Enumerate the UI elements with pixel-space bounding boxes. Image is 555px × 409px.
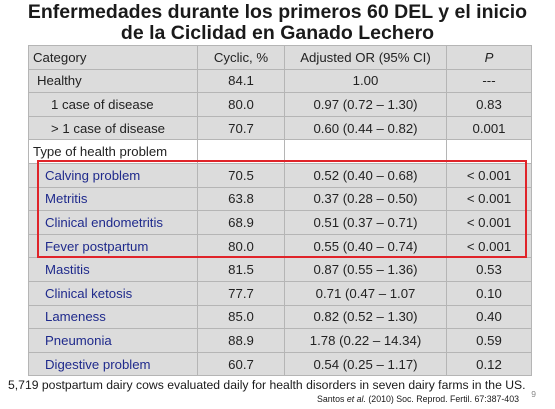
cell-cyclic: 88.9 — [197, 328, 285, 353]
problem-row: Pneumonia 88.9 1.78 (0.22 – 14.34) 0.59 — [28, 328, 532, 353]
cell-category: Metritis — [28, 186, 198, 212]
section-empty-cell — [197, 139, 285, 164]
cell-cyclic: 70.7 — [197, 115, 285, 141]
cell-category: Mastitis — [28, 257, 198, 282]
problem-row: Metritis 63.8 0.37 (0.28 – 0.50) < 0.001 — [28, 186, 532, 212]
summary-row: 1 case of disease 80.0 0.97 (0.72 – 1.30) 0… — [28, 92, 532, 117]
section-empty-cell — [446, 139, 532, 164]
cell-adjusted-or: 0.52 (0.40 – 0.68) — [284, 162, 447, 188]
cell-cyclic: 68.9 — [197, 210, 285, 235]
cell-p-value: 0.53 — [446, 257, 532, 282]
cell-category: 1 case of disease — [28, 92, 198, 117]
cell-category: Calving problem — [28, 162, 198, 188]
cell-category: Lameness — [28, 304, 198, 330]
cell-adjusted-or: 0.37 (0.28 – 0.50) — [284, 186, 447, 212]
footnote: 5,719 postpartum dairy cows evaluated da… — [8, 378, 526, 392]
header-adjusted-or: Adjusted OR (95% CI) — [284, 45, 447, 70]
page-number: 9 — [531, 389, 536, 399]
section-label: Type of health problem — [28, 139, 198, 164]
cell-category: Digestive problem — [28, 351, 198, 377]
problem-row: Clinical ketosis 77.7 0.71 (0.47 – 1.07 0.1… — [28, 280, 532, 306]
citation-author: Santos — [317, 394, 347, 404]
title-line-2: de la Ciclidad en Ganado Lechero — [120, 22, 435, 44]
cell-p-value: 0.83 — [446, 92, 532, 117]
problem-row: Fever postpartum 80.0 0.55 (0.40 – 0.74) < … — [28, 233, 532, 259]
title-line-1: Enfermedades durante los primeros 60 DEL… — [27, 1, 528, 23]
cell-adjusted-or: 0.51 (0.37 – 0.71) — [284, 210, 447, 235]
header-p-value: P — [446, 45, 532, 70]
cell-p-value: < 0.001 — [446, 162, 532, 188]
cell-category: Clinical endometritis — [28, 210, 198, 235]
cell-adjusted-or: 0.87 (0.55 – 1.36) — [284, 257, 447, 282]
citation: Santos et al. (2010) Soc. Reprod. Fertil… — [317, 394, 519, 404]
cell-p-value: 0.001 — [446, 115, 532, 141]
cell-cyclic: 84.1 — [197, 68, 285, 94]
cell-adjusted-or: 0.55 (0.40 – 0.74) — [284, 233, 447, 259]
cell-p-value: 0.59 — [446, 328, 532, 353]
cell-p-value: < 0.001 — [446, 186, 532, 212]
cell-adjusted-or: 0.54 (0.25 – 1.17) — [284, 351, 447, 377]
cell-cyclic: 85.0 — [197, 304, 285, 330]
cell-p-value: --- — [446, 68, 532, 94]
cell-adjusted-or: 0.60 (0.44 – 0.82) — [284, 115, 447, 141]
cell-category: Pneumonia — [28, 328, 198, 353]
problem-row: Calving problem 70.5 0.52 (0.40 – 0.68) < 0… — [28, 162, 532, 188]
table-header-row: Category Cyclic, % Adjusted OR (95% CI) … — [28, 45, 532, 70]
problem-row: Digestive problem 60.7 0.54 (0.25 – 1.17) 0… — [28, 351, 532, 377]
problem-row: Lameness 85.0 0.82 (0.52 – 1.30) 0.40 — [28, 304, 532, 330]
cell-p-value: < 0.001 — [446, 210, 532, 235]
cell-adjusted-or: 0.82 (0.52 – 1.30) — [284, 304, 447, 330]
citation-etal: et al. — [346, 394, 366, 404]
summary-row: > 1 case of disease 70.7 0.60 (0.44 – 0.82… — [28, 115, 532, 141]
cell-cyclic: 80.0 — [197, 92, 285, 117]
cell-cyclic: 70.5 — [197, 162, 285, 188]
summary-row: Healthy 84.1 1.00 --- — [28, 68, 532, 94]
cell-cyclic: 63.8 — [197, 186, 285, 212]
cell-cyclic: 81.5 — [197, 257, 285, 282]
problem-row: Mastitis 81.5 0.87 (0.55 – 1.36) 0.53 — [28, 257, 532, 282]
header-cyclic: Cyclic, % — [197, 45, 285, 70]
slide-title: Enfermedades durante los primeros 60 DEL… — [0, 2, 555, 44]
cell-adjusted-or: 1.78 (0.22 – 14.34) — [284, 328, 447, 353]
cell-adjusted-or: 0.97 (0.72 – 1.30) — [284, 92, 447, 117]
section-empty-cell — [284, 139, 447, 164]
cell-p-value: < 0.001 — [446, 233, 532, 259]
cell-category: Healthy — [28, 68, 198, 94]
citation-source: (2010) Soc. Reprod. Fertil. 67:387-403 — [365, 394, 519, 404]
cell-category: Fever postpartum — [28, 233, 198, 259]
cell-adjusted-or: 1.00 — [284, 68, 447, 94]
cell-category: Clinical ketosis — [28, 280, 198, 306]
cell-cyclic: 80.0 — [197, 233, 285, 259]
cell-cyclic: 60.7 — [197, 351, 285, 377]
cell-p-value: 0.10 — [446, 280, 532, 306]
problem-row: Clinical endometritis 68.9 0.51 (0.37 – 0.… — [28, 210, 532, 235]
section-row: Type of health problem — [28, 139, 532, 164]
cell-cyclic: 77.7 — [197, 280, 285, 306]
header-category: Category — [28, 45, 198, 70]
cell-p-value: 0.12 — [446, 351, 532, 377]
cell-category: > 1 case of disease — [28, 115, 198, 141]
cell-adjusted-or: 0.71 (0.47 – 1.07 — [284, 280, 447, 306]
cell-p-value: 0.40 — [446, 304, 532, 330]
results-table: Category Cyclic, % Adjusted OR (95% CI) … — [28, 45, 532, 377]
